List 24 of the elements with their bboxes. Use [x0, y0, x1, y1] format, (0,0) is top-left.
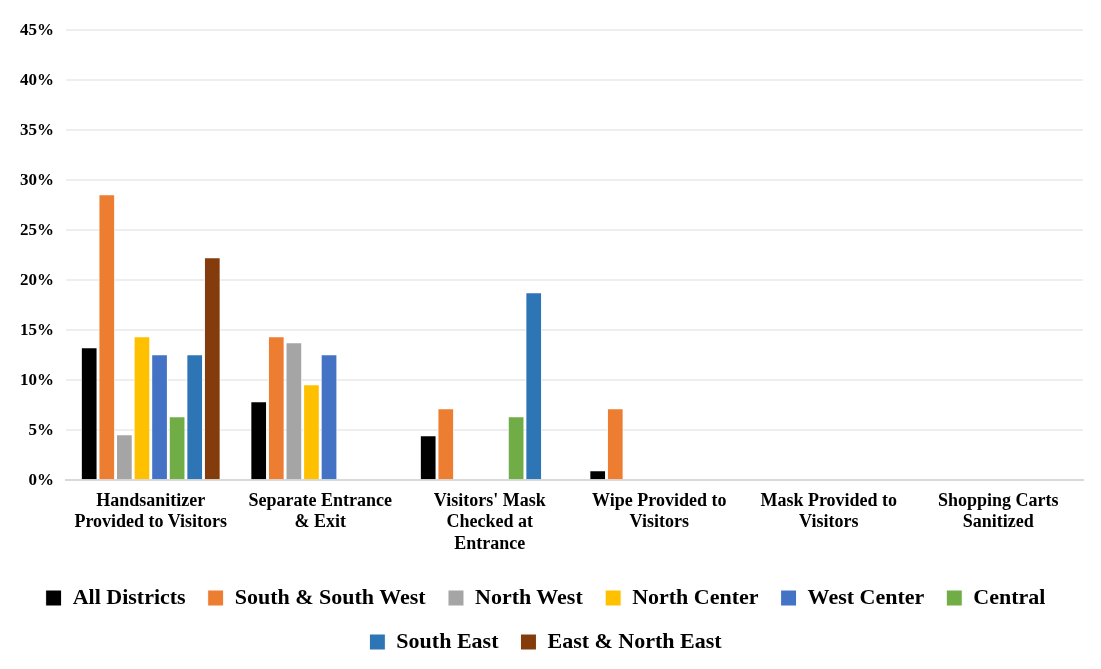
x-tick-label: Mask Provided to Visitors: [760, 489, 898, 532]
x-tick-label: Visitors' Mask Checked at Entrance: [433, 489, 546, 553]
legend-label: North Center: [632, 583, 759, 609]
x-tick-label: Wipe Provided to Visitors: [592, 489, 727, 532]
y-tick-label: 20%: [20, 269, 54, 289]
y-tick-label: 5%: [28, 419, 54, 439]
y-tick-label: 25%: [20, 219, 54, 239]
x-tick-label: Handsanitizer Provided to Visitors: [74, 489, 228, 532]
legend-label: South & South West: [234, 583, 427, 609]
x-tick-label: Shopping Carts Sanitized: [937, 489, 1059, 532]
y-tick-label: 35%: [20, 119, 54, 139]
y-tick-label: 10%: [20, 369, 54, 389]
x-tick-label: Separate Entrance & Exit: [248, 489, 392, 532]
legend-label: Central: [973, 583, 1046, 609]
y-tick-label: 0%: [28, 469, 54, 489]
y-tick-label: 15%: [20, 319, 54, 339]
legend-label: West Center: [807, 583, 925, 609]
y-tick-label: 30%: [20, 169, 54, 189]
legend-label: North West: [474, 583, 584, 609]
y-tick-label: 45%: [20, 19, 54, 39]
y-tick-label: 40%: [20, 69, 54, 89]
legend-label: South East: [396, 627, 500, 653]
legend-label: All Districts: [72, 583, 187, 609]
legend-label: East & North East: [547, 627, 723, 653]
